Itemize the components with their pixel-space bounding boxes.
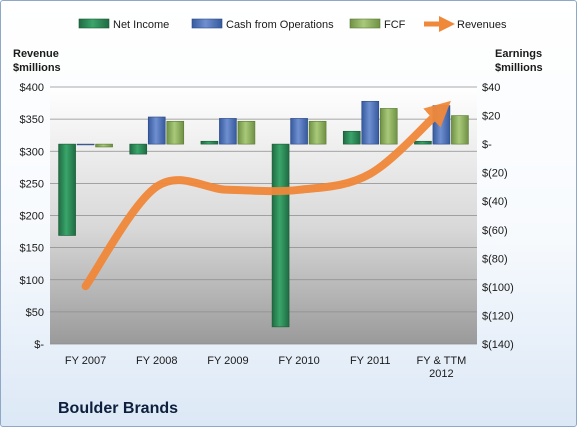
legend-item-cash-from-operations: Cash from Operations <box>191 18 334 31</box>
left-tick-label: $400 <box>20 82 44 94</box>
legend-label-net-income: Net Income <box>113 19 169 31</box>
right-tick-label: $(40) <box>482 196 508 208</box>
bar-cash-from-operations <box>290 118 308 145</box>
bar-net-income <box>342 130 361 145</box>
bar-fcf <box>379 108 398 145</box>
bar-cash-from-operations <box>219 118 237 145</box>
x-tick-label: FY 2008 <box>136 355 177 367</box>
legend-swatch-cash-from-operations <box>191 18 223 29</box>
left-tick-label: $50 <box>26 307 44 319</box>
bar-net-income <box>58 143 76 236</box>
left-axis-title-line1: Revenue <box>13 48 59 60</box>
bar-fcf <box>95 143 113 148</box>
x-tick-label: 2012 <box>429 368 453 380</box>
gridlines <box>50 86 477 345</box>
right-tick-label: $40 <box>482 82 500 94</box>
bar-net-income <box>200 140 219 145</box>
x-tick-label: FY 2007 <box>65 355 106 367</box>
right-axis-title-line2: $millions <box>495 62 543 74</box>
right-axis-ticks: $40 $20 $- $(20) $(40) $(60) $(80) $(100) $(120)… <box>482 82 514 351</box>
left-tick-label: $200 <box>20 211 44 223</box>
legend-label-cash-from-operations: Cash from Operations <box>226 19 334 31</box>
left-tick-label: $- <box>34 339 44 351</box>
bar-net-income <box>129 143 148 155</box>
left-tick-label: $250 <box>20 178 44 190</box>
left-tick-label: $300 <box>20 146 44 158</box>
left-axis-ticks: $- $50 $100 $150 $200 $250 $300 $350 $400 <box>20 82 45 351</box>
legend-swatch-net-income <box>78 18 110 29</box>
left-tick-label: $150 <box>20 243 44 255</box>
right-tick-label: $(60) <box>482 225 508 237</box>
legend: Net Income Cash from Operations FCF Reve… <box>78 15 507 33</box>
x-tick-label: FY 2009 <box>207 355 248 367</box>
bar-cash-from-operations <box>76 143 95 146</box>
right-tick-label: $20 <box>482 111 500 123</box>
legend-item-revenues: Revenues <box>424 15 507 33</box>
company-name: Boulder Brands <box>58 400 178 417</box>
left-tick-label: $100 <box>20 275 44 287</box>
right-tick-label: $(140) <box>482 339 514 351</box>
bar-cash-from-operations <box>147 116 166 145</box>
x-tick-label: FY 2011 <box>350 355 391 367</box>
bar-series <box>58 100 469 328</box>
bar-net-income <box>271 143 290 328</box>
bar-fcf <box>237 120 256 145</box>
left-tick-label: $350 <box>20 114 44 126</box>
x-tick-label: FY 2010 <box>278 355 319 367</box>
bar-fcf <box>308 120 327 145</box>
legend-label-revenues: Revenues <box>457 19 507 31</box>
right-tick-label: $- <box>482 139 492 151</box>
x-axis-ticks: FY 2007 FY 2008 FY 2009 FY 2010 FY 2011 FY & … <box>65 355 466 380</box>
bar-net-income <box>414 140 432 145</box>
legend-label-fcf: FCF <box>384 19 406 31</box>
legend-item-net-income: Net Income <box>78 18 169 31</box>
right-tick-label: $(80) <box>482 253 508 265</box>
left-axis-title-line2: $millions <box>13 62 61 74</box>
bar-cash-from-operations <box>361 100 380 145</box>
right-tick-label: $(20) <box>482 168 508 180</box>
right-tick-label: $(120) <box>482 310 514 322</box>
legend-item-fcf: FCF <box>349 18 406 31</box>
x-tick-label: FY & TTM <box>417 355 467 367</box>
bar-fcf <box>166 120 185 145</box>
revenues-line <box>81 100 451 291</box>
bar-fcf <box>451 115 469 145</box>
legend-swatch-fcf <box>349 18 381 29</box>
right-axis-title-line1: Earnings <box>495 48 542 60</box>
right-tick-label: $(100) <box>482 282 514 294</box>
